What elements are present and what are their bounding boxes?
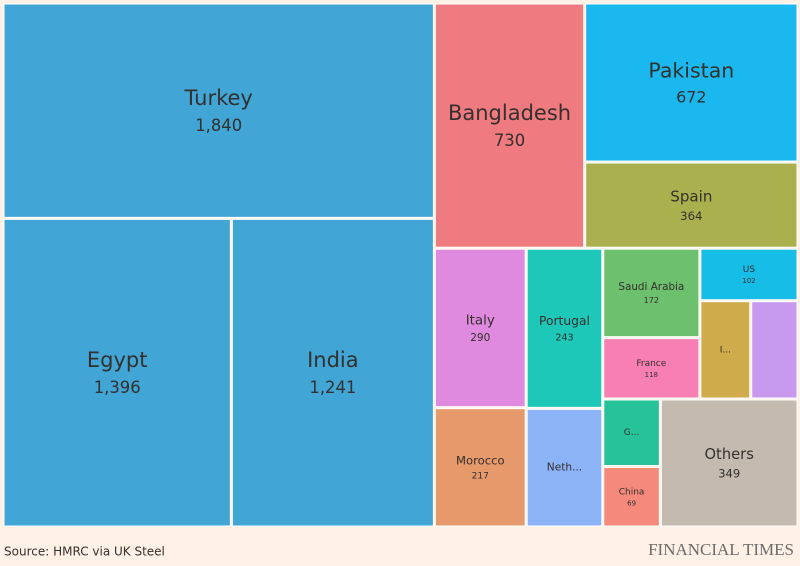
treemap-cell	[603, 338, 700, 399]
value-label: 172	[644, 295, 659, 305]
brand: FINANCIAL TIMES	[648, 540, 794, 559]
cell-label: India	[307, 348, 359, 372]
cell-label: Neth...	[547, 462, 582, 474]
value-label: 672	[676, 87, 707, 106]
value-label: 118	[645, 371, 658, 379]
cell-label: Italy	[466, 314, 495, 329]
cell-label: US	[743, 265, 756, 275]
cell-label: G...	[624, 428, 640, 438]
value-label: 290	[470, 332, 490, 344]
cell-label: Portugal	[539, 314, 590, 328]
treemap-cell	[434, 3, 585, 248]
cell-label: I...	[720, 345, 731, 355]
value-label: 69	[627, 499, 636, 507]
cell-label: Spain	[670, 187, 712, 205]
treemap-cell	[231, 218, 434, 527]
treemap-cell	[603, 399, 660, 466]
treemap-cell	[3, 3, 434, 218]
treemap-cell	[700, 248, 798, 301]
value-label: 102	[742, 277, 755, 285]
source-note: Source: HMRC via UK Steel	[4, 545, 165, 559]
value-label: 1,840	[195, 116, 242, 135]
treemap-cell	[3, 218, 231, 527]
treemap-cell	[700, 301, 751, 399]
treemap-cell	[585, 162, 798, 248]
cell-label: Others	[705, 446, 754, 463]
cell-label: Egypt	[87, 348, 148, 372]
cell-label: Morocco	[456, 453, 505, 467]
treemap-cell	[434, 408, 526, 527]
value-label: 730	[494, 131, 525, 150]
treemap-cell	[434, 248, 526, 408]
cell-label: Bangladesh	[448, 101, 571, 125]
treemap-cell	[526, 408, 603, 527]
value-label: 349	[718, 467, 740, 481]
treemap-cell	[660, 399, 798, 527]
value-label: 243	[555, 333, 573, 344]
cell-label: China	[619, 487, 645, 497]
treemap-cell	[526, 248, 603, 408]
cell-label: Pakistan	[648, 58, 734, 82]
value-label: 1,241	[309, 378, 356, 397]
value-label: 217	[472, 472, 490, 482]
treemap-cell	[603, 248, 700, 338]
value-label: 364	[680, 209, 702, 223]
cell-label: France	[636, 359, 666, 369]
treemap-cell	[603, 466, 660, 527]
treemap-cell	[585, 3, 798, 162]
treemap-cell	[751, 301, 798, 399]
value-label: 1,396	[94, 378, 141, 397]
cell-label: Turkey	[184, 86, 253, 110]
cell-label: Saudi Arabia	[618, 281, 684, 293]
